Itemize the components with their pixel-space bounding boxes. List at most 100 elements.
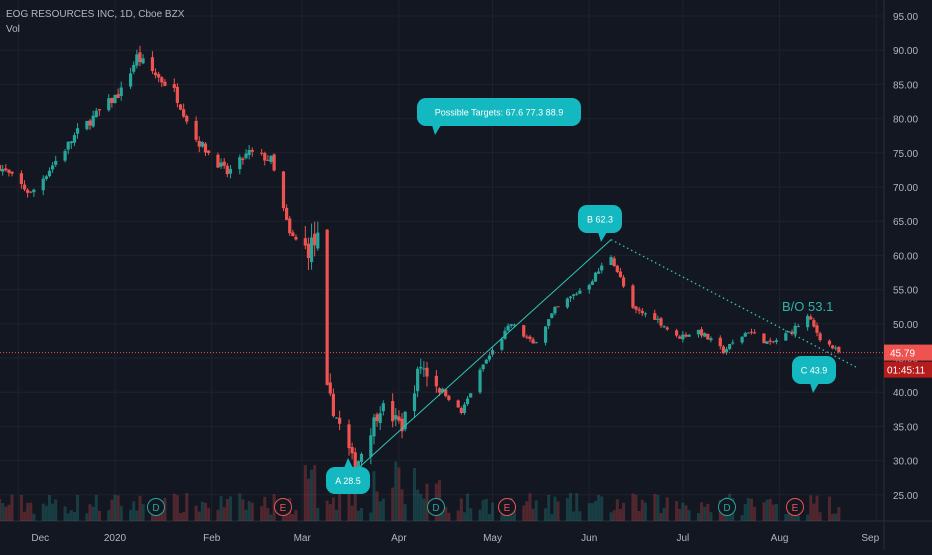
volume-bar	[200, 501, 204, 521]
volume-bar	[637, 510, 641, 521]
volume-bar	[809, 495, 813, 521]
candle-body	[228, 168, 233, 174]
candle-body	[653, 313, 657, 320]
symbol-title: EOG RESOURCES INC, 1D, Cboe BZX	[6, 9, 185, 20]
candle-body	[609, 257, 613, 266]
time-axis-label: Mar	[294, 533, 312, 544]
candle-body	[765, 341, 769, 344]
volume-bar	[303, 465, 307, 521]
candle-body	[391, 401, 395, 422]
volume-bar	[556, 501, 560, 521]
volume-bar	[310, 469, 314, 521]
volume-bar	[565, 498, 569, 521]
dividend-marker	[147, 498, 165, 516]
volume-bar	[612, 510, 616, 521]
volume-bar	[425, 483, 429, 521]
volume-bar	[550, 514, 554, 521]
volume-bar	[622, 502, 626, 521]
candle-body	[19, 173, 23, 185]
volume-bar	[244, 509, 248, 521]
candle-body	[462, 404, 467, 414]
candle-body	[54, 160, 58, 165]
volume-bar	[350, 505, 354, 521]
price-tick-label: 30.00	[893, 457, 918, 468]
volume-bar	[643, 502, 647, 521]
volume-bar	[88, 504, 92, 521]
volume-bar	[347, 472, 351, 521]
volume-bar	[394, 461, 398, 521]
candle-body	[749, 331, 754, 333]
candle-body	[141, 58, 145, 64]
candle-body	[575, 293, 579, 295]
volume-bar	[459, 498, 463, 521]
volume-bar	[182, 512, 186, 521]
volume-bar	[687, 510, 691, 521]
volume-bar	[484, 498, 488, 521]
candle-body	[244, 153, 248, 159]
volume-bar	[207, 508, 211, 521]
candle-body	[771, 341, 775, 343]
volume-bar	[41, 503, 45, 521]
candle-body	[338, 417, 342, 424]
candle-body	[150, 57, 155, 72]
candle-body	[631, 285, 635, 308]
dividend-marker	[427, 498, 445, 516]
volume-bar	[441, 506, 445, 521]
candle-body	[696, 329, 701, 335]
candle-body	[412, 393, 417, 412]
candle-body	[796, 326, 800, 328]
candle-body	[587, 284, 591, 290]
candle-body	[175, 86, 179, 103]
volume-bar	[72, 511, 76, 521]
volume-bar	[675, 501, 679, 521]
volume-bar	[141, 504, 145, 521]
candle-body	[397, 416, 401, 421]
countdown-label: 01:45:11	[887, 366, 926, 377]
volume-bar	[225, 499, 229, 521]
volume-bar	[23, 511, 27, 521]
volume-bar	[818, 512, 822, 521]
candle-body	[316, 232, 320, 249]
volume-bar	[185, 493, 189, 521]
candle-body	[88, 120, 92, 126]
candle-body	[116, 94, 120, 98]
candle-body	[500, 339, 504, 350]
candle-body	[129, 73, 133, 87]
candle-body	[216, 154, 220, 168]
candle-body	[69, 141, 73, 144]
volume-bar	[250, 502, 254, 521]
volume-bar	[197, 511, 201, 521]
volume-bar	[447, 512, 451, 521]
candle-body	[331, 393, 335, 417]
candle-body	[512, 324, 516, 326]
candle-body	[528, 336, 532, 340]
volume-bar	[375, 491, 379, 521]
candle-body	[250, 149, 254, 152]
volume-bar	[743, 504, 747, 521]
candle-body	[347, 424, 351, 449]
volume-bar	[216, 509, 220, 521]
earnings-marker	[786, 498, 804, 516]
candle-body	[222, 161, 226, 166]
volume-bar	[110, 499, 114, 521]
candle-body	[328, 382, 332, 394]
candle-body	[138, 52, 142, 63]
candles	[0, 45, 841, 476]
candle-body	[534, 342, 538, 344]
time-axis-label: May	[483, 533, 502, 544]
dividend-marker	[718, 498, 736, 516]
volume-bar	[391, 487, 395, 521]
candle-body	[359, 453, 364, 462]
last-price-label: 45.79	[890, 349, 915, 360]
candle-body	[434, 375, 438, 387]
candle-body	[818, 333, 822, 341]
volume-bar	[47, 495, 51, 521]
candle-body	[699, 329, 704, 336]
volume-bar	[328, 504, 332, 521]
candle-body	[334, 417, 339, 419]
price-tick-label: 60.00	[893, 251, 918, 262]
candle-body	[285, 207, 289, 220]
volume-bar	[531, 508, 535, 521]
